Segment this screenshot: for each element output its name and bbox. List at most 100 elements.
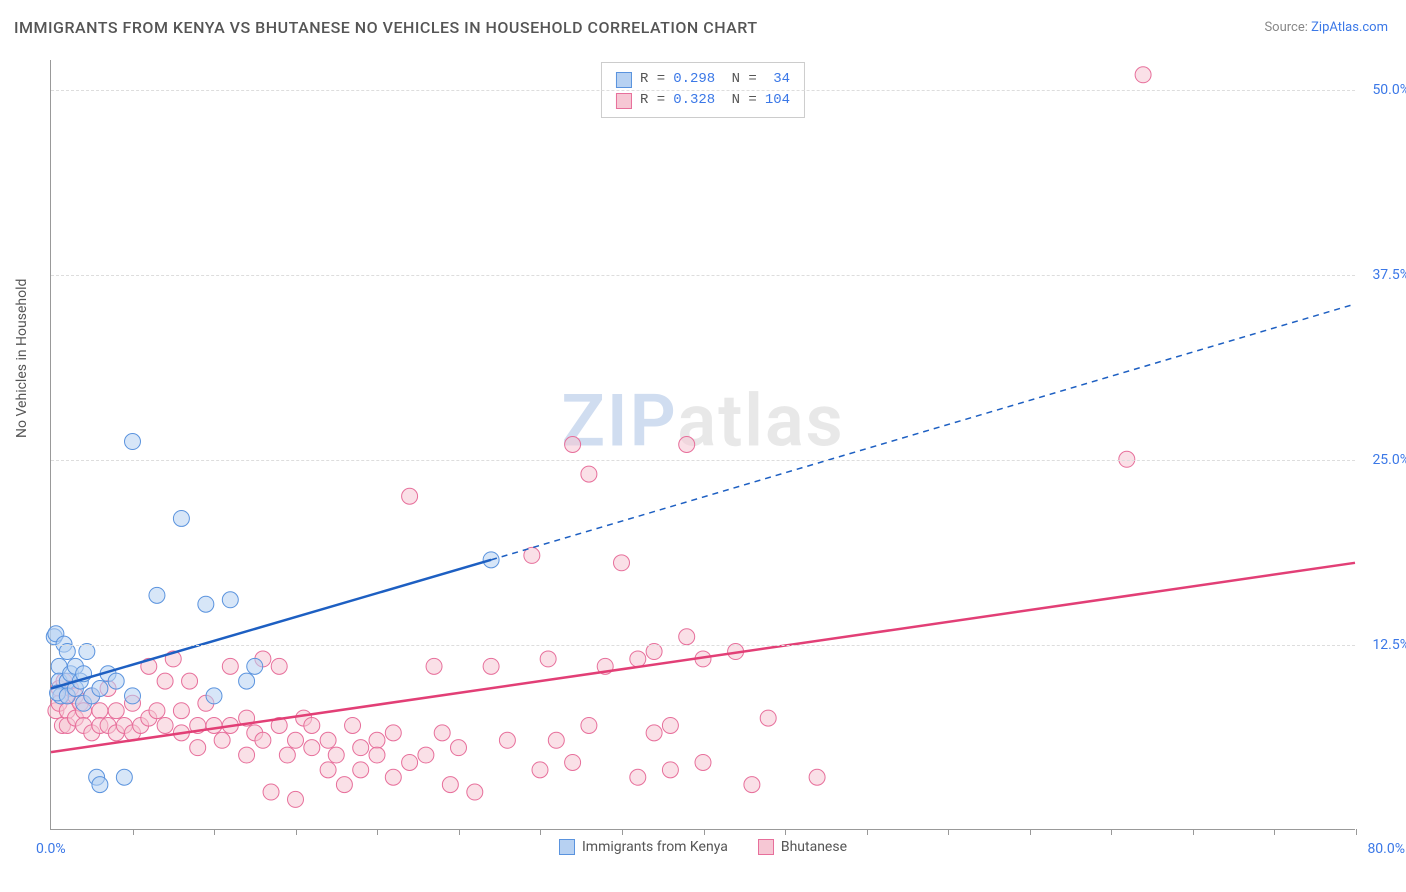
scatter-point [157,673,173,689]
trendline-kenya-solid [51,560,491,689]
plot-area: ZIPatlas R = 0.298 N = 34 R = 0.328 N = … [50,60,1355,830]
x-axis-tick [1030,829,1031,835]
scatter-point [744,777,760,793]
scatter-point [108,673,124,689]
chart-title: IMMIGRANTS FROM KENYA VS BHUTANESE NO VE… [14,18,758,37]
gridline-horizontal [51,645,1355,646]
scatter-point [198,596,214,612]
trendline-bhutanese [51,563,1355,752]
scatter-point [92,703,108,719]
scatter-point [182,673,198,689]
scatter-point [540,651,556,667]
scatter-point [206,717,222,733]
scatter-point [646,725,662,741]
scatter-point [679,437,695,453]
scatter-point [279,747,295,763]
scatter-point [157,717,173,733]
scatter-point [149,587,165,603]
x-axis-tick [622,829,623,835]
trendline-kenya-dashed [491,304,1355,560]
x-axis-tick [214,829,215,835]
scatter-point [345,717,361,733]
scatter-point [304,717,320,733]
scatter-point [1135,67,1151,83]
x-axis-tick [459,829,460,835]
x-axis-tick [1274,829,1275,835]
scatter-point [353,740,369,756]
scatter-point [328,747,344,763]
scatter-point [695,754,711,770]
source-attribution: Source: ZipAtlas.com [1264,20,1388,35]
x-axis-tick [540,829,541,835]
x-axis-tick [1111,829,1112,835]
scatter-point [79,644,95,660]
scatter-point [116,769,132,785]
scatter-point [483,658,499,674]
scatter-point [369,747,385,763]
x-axis-tick [296,829,297,835]
scatter-point [679,629,695,645]
x-axis-tick [133,829,134,835]
scatter-point [402,488,418,504]
scatter-point [173,703,189,719]
scatter-point [173,510,189,526]
scatter-point [247,658,263,674]
scatter-point [288,732,304,748]
scatter-point [320,732,336,748]
scatter-point [630,769,646,785]
scatter-point [614,555,630,571]
scatter-point [809,769,825,785]
x-axis-tick [867,829,868,835]
scatter-point [548,732,564,748]
x-axis-tick-end: 80.0% [1367,841,1405,857]
scatter-point [59,644,75,660]
swatch-kenya [559,839,575,855]
y-axis-label: No Vehicles in Household [14,279,30,438]
scatter-point [662,717,678,733]
scatter-point [239,673,255,689]
scatter-point [304,740,320,756]
scatter-point [222,658,238,674]
scatter-point [125,434,141,450]
x-axis-tick-start: 0.0% [36,841,66,857]
scatter-point [214,732,230,748]
scatter-point [402,754,418,770]
scatter-point [92,777,108,793]
scatter-point [467,784,483,800]
x-axis-tick [1193,829,1194,835]
gridline-horizontal [51,275,1355,276]
legend-item-kenya: Immigrants from Kenya [559,839,728,855]
scatter-point [125,688,141,704]
scatter-point [320,762,336,778]
y-axis-tick-label: 25.0% [1372,452,1406,468]
scatter-point [662,762,678,778]
source-link[interactable]: ZipAtlas.com [1311,20,1388,35]
scatter-point [565,437,581,453]
scatter-point [630,651,646,667]
x-axis-tick [1356,829,1357,835]
scatter-point [451,740,467,756]
legend-label-bhutanese: Bhutanese [781,839,847,855]
scatter-point [353,762,369,778]
scatter-point [222,592,238,608]
y-axis-tick-label: 50.0% [1372,82,1406,98]
scatter-point [499,732,515,748]
x-axis-tick [704,829,705,835]
scatter-point [263,784,279,800]
legend-series: Immigrants from Kenya Bhutanese [559,839,847,855]
scatter-point [565,754,581,770]
scatter-point [288,791,304,807]
scatter-point [149,703,165,719]
scatter-point [92,681,108,697]
scatter-point [581,466,597,482]
scatter-point [336,777,352,793]
scatter-point [760,710,776,726]
x-axis-tick [948,829,949,835]
gridline-horizontal [51,460,1355,461]
swatch-bhutanese [758,839,774,855]
legend-item-bhutanese: Bhutanese [758,839,847,855]
scatter-point [206,688,222,704]
scatter-point [426,658,442,674]
scatter-point [418,747,434,763]
y-axis-tick-label: 12.5% [1372,637,1406,653]
